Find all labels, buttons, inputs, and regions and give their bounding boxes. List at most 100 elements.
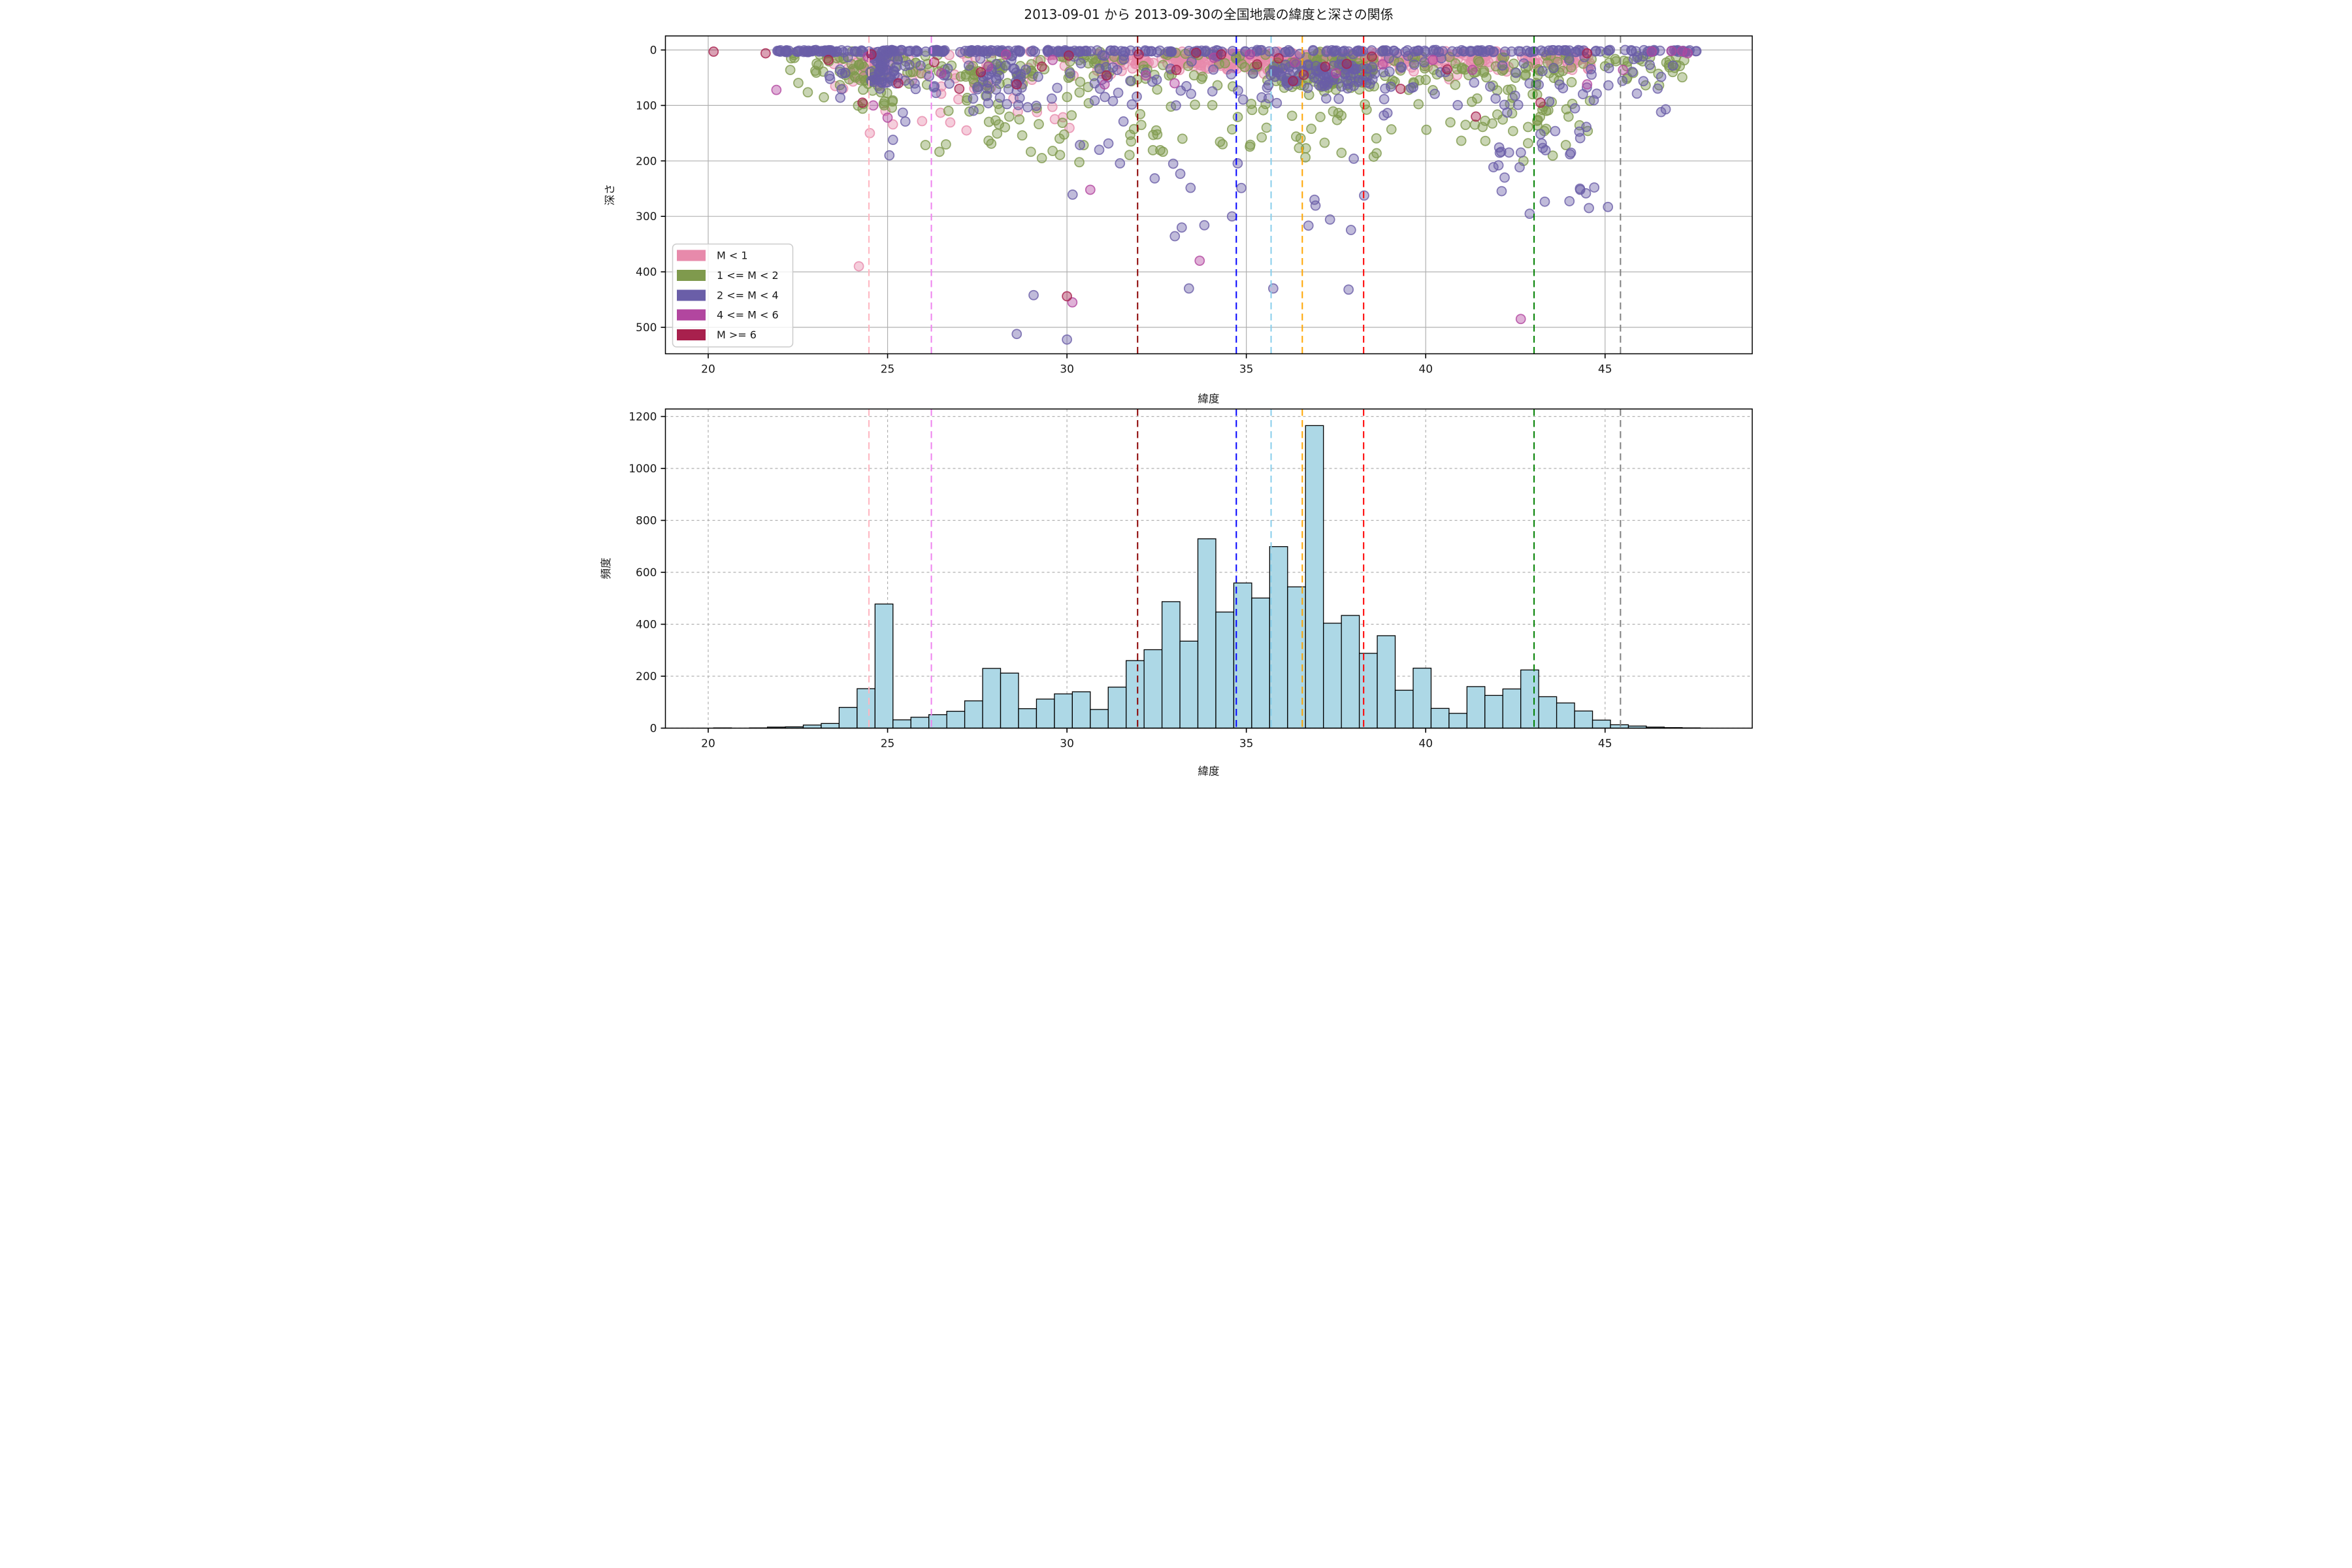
hist-bar — [964, 700, 983, 729]
scatter-point — [1017, 130, 1028, 141]
y-tick-label: 200 — [636, 155, 657, 168]
legend-row: M >= 6 — [677, 329, 757, 341]
scatter-point — [1446, 46, 1458, 57]
scatter-point — [1309, 194, 1320, 205]
y-tick-label: 1200 — [629, 411, 657, 424]
scatter-point — [1480, 116, 1491, 126]
scatter-point — [1115, 158, 1126, 169]
scatter-point — [1343, 284, 1354, 295]
axes-spine — [664, 35, 1753, 355]
scatter-point — [1628, 54, 1639, 65]
scatter-point — [1550, 125, 1561, 137]
scatter-point — [1226, 69, 1237, 80]
scatter-point — [1031, 101, 1041, 111]
scatter-ylabel: 深さ — [604, 184, 616, 206]
scatter-point — [1581, 122, 1592, 133]
scatter-point — [1126, 99, 1137, 110]
scatter-point — [897, 107, 908, 118]
scatter-point — [840, 67, 851, 78]
scatter-point — [1033, 71, 1043, 82]
scatter-point — [1603, 45, 1614, 56]
scatter-point — [1386, 81, 1396, 92]
scatter-point — [1527, 89, 1538, 100]
scatter-point — [1196, 60, 1207, 71]
scatter-point — [1286, 110, 1298, 122]
scatter-point — [1322, 79, 1333, 90]
scatter-point — [1215, 137, 1226, 148]
scatter-point — [1014, 92, 1025, 103]
scatter-point — [1047, 46, 1058, 57]
x-tick-label: 25 — [881, 363, 895, 376]
scatter-point — [1141, 70, 1151, 81]
scatter-point — [934, 146, 945, 157]
hist-bar — [1143, 649, 1163, 729]
scatter-point — [1396, 61, 1407, 72]
scatter-point — [825, 73, 836, 84]
scatter-tick-labels: 20 25 30 35 40 45 0 100 200 300 400 500 — [636, 44, 1612, 376]
scatter-point — [1162, 46, 1173, 57]
scatter-point — [1496, 186, 1507, 197]
hist-bar — [1018, 708, 1037, 729]
scatter-point — [1303, 59, 1313, 70]
legend: M < 1 1 <= M < 2 2 <= M < 4 4 <= M < 6 M >= … — [672, 243, 794, 348]
scatter-point — [1514, 162, 1525, 172]
scatter-point — [819, 92, 829, 103]
scatter-point — [1011, 79, 1022, 90]
scatter-point — [1107, 62, 1119, 73]
hist-bar — [1323, 623, 1342, 729]
scatter-point — [1171, 65, 1182, 75]
hist-bar — [1502, 688, 1522, 729]
hist-bar — [1610, 724, 1629, 729]
scatter-point — [1677, 72, 1688, 83]
scatter-point — [1267, 283, 1279, 294]
scatter-point — [1331, 114, 1343, 125]
scatter-point — [1421, 124, 1432, 135]
scatter-point — [1169, 231, 1181, 242]
scatter-point — [1094, 63, 1105, 74]
scatter-point — [924, 71, 935, 82]
scatter-point — [1125, 129, 1135, 140]
scatter-point — [1361, 105, 1372, 115]
scatter-point — [1149, 173, 1160, 184]
scatter-point — [891, 61, 902, 73]
scatter-point — [921, 46, 931, 57]
hist-bar — [1179, 640, 1199, 729]
scatter-point — [1016, 82, 1027, 93]
scatter-point — [836, 84, 847, 95]
hist-bar — [1000, 672, 1019, 729]
scatter-point — [1584, 95, 1595, 106]
scatter-point — [1452, 100, 1463, 110]
scatter-point — [1652, 83, 1663, 94]
scatter-point — [1331, 68, 1341, 79]
hist-bar — [1592, 719, 1611, 729]
scatter-point — [1022, 102, 1033, 113]
scatter-point — [1541, 105, 1552, 116]
scatter-point — [1155, 145, 1166, 155]
scatter-point — [1007, 50, 1017, 61]
scatter-point — [871, 56, 882, 67]
scatter-point — [1523, 122, 1533, 133]
scatter-point — [1362, 63, 1373, 74]
scatter-point — [1125, 75, 1135, 86]
scatter-point — [1460, 120, 1471, 131]
scatter-point — [1166, 46, 1177, 57]
scatter-point — [1151, 125, 1162, 136]
scatter-point — [1403, 50, 1414, 61]
scatter-point — [1348, 48, 1358, 59]
scatter-point — [1638, 76, 1649, 87]
scatter-point — [1237, 94, 1249, 105]
legend-swatch — [677, 270, 706, 281]
scatter-point — [1610, 54, 1621, 65]
scatter-point — [1047, 54, 1058, 65]
x-tick-label: 40 — [1418, 738, 1433, 751]
scatter-point — [882, 112, 893, 123]
scatter-point — [1013, 45, 1024, 56]
scatter-point — [1036, 153, 1047, 163]
scatter-point — [1273, 53, 1284, 64]
scatter-point — [1208, 64, 1219, 75]
scatter-point — [1503, 147, 1514, 158]
scatter-point — [1226, 124, 1237, 135]
scatter-xlabel: 緯度 — [1198, 393, 1220, 405]
scatter-point — [850, 72, 861, 83]
y-tick-label: 0 — [650, 44, 657, 57]
